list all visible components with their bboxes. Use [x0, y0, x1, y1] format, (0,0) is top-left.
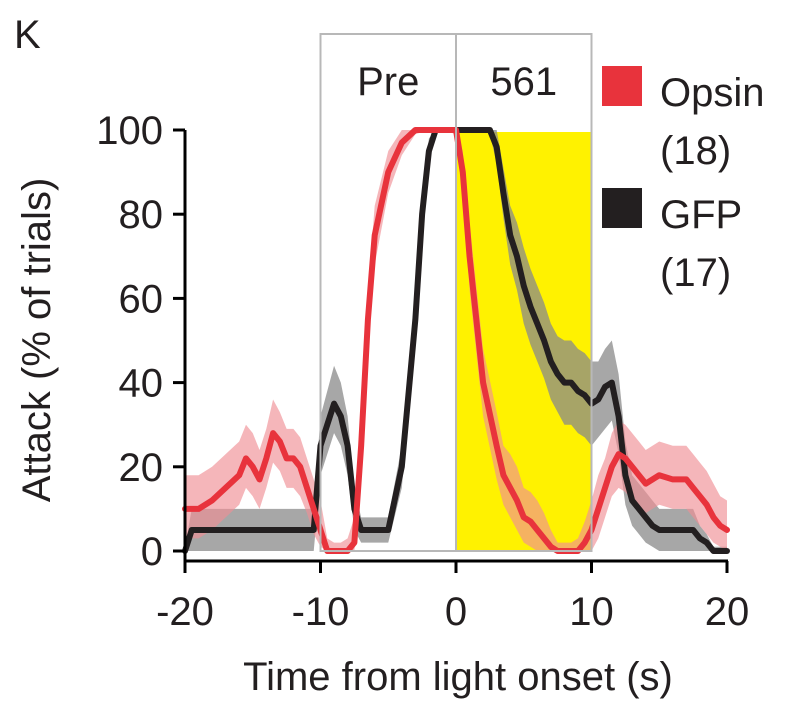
- y-tick-label: 80: [119, 193, 164, 237]
- line-gfp: [182, 127, 730, 554]
- legend-count-opsin: (18): [660, 129, 731, 173]
- y-axis-label: Attack (% of trials): [15, 178, 59, 503]
- line-opsin: [182, 127, 730, 554]
- x-tick-label: 0: [445, 590, 467, 634]
- x-tick-label: 20: [705, 590, 750, 634]
- epoch-windows: Pre 561: [319, 33, 593, 552]
- legend: Opsin (18) GFP (17): [602, 66, 765, 295]
- x-tick-label: -10: [292, 590, 350, 634]
- pre-window-label: Pre: [357, 60, 419, 104]
- y-tick-label: 100: [96, 109, 163, 153]
- legend-label-opsin: Opsin: [660, 71, 765, 115]
- x-axis-label: Time from light onset (s): [243, 655, 673, 699]
- y-tick-label: 0: [141, 530, 163, 574]
- y-ticks: 0 20 40 60 80 100: [96, 109, 185, 574]
- x-tick-label: -20: [156, 590, 214, 634]
- legend-swatch-opsin: [602, 66, 642, 106]
- series-lines: [182, 127, 730, 554]
- light-window-box: [455, 33, 593, 552]
- legend-label-gfp: GFP: [660, 193, 742, 237]
- panel-label: K: [14, 13, 41, 57]
- y-tick-label: 40: [119, 362, 164, 406]
- pre-window-box: [319, 33, 457, 552]
- x-tick-label: 10: [569, 590, 614, 634]
- axes: 0 20 40 60 80 100 -20 -10 0 10 20: [96, 109, 749, 634]
- legend-swatch-gfp: [602, 188, 642, 228]
- legend-count-gfp: (17): [660, 251, 731, 295]
- y-tick-label: 20: [119, 446, 164, 490]
- y-tick-label: 60: [119, 277, 164, 321]
- x-ticks: -20 -10 0 10 20: [156, 561, 749, 634]
- band-opsin: [185, 130, 727, 551]
- light-window-label: 561: [490, 60, 557, 104]
